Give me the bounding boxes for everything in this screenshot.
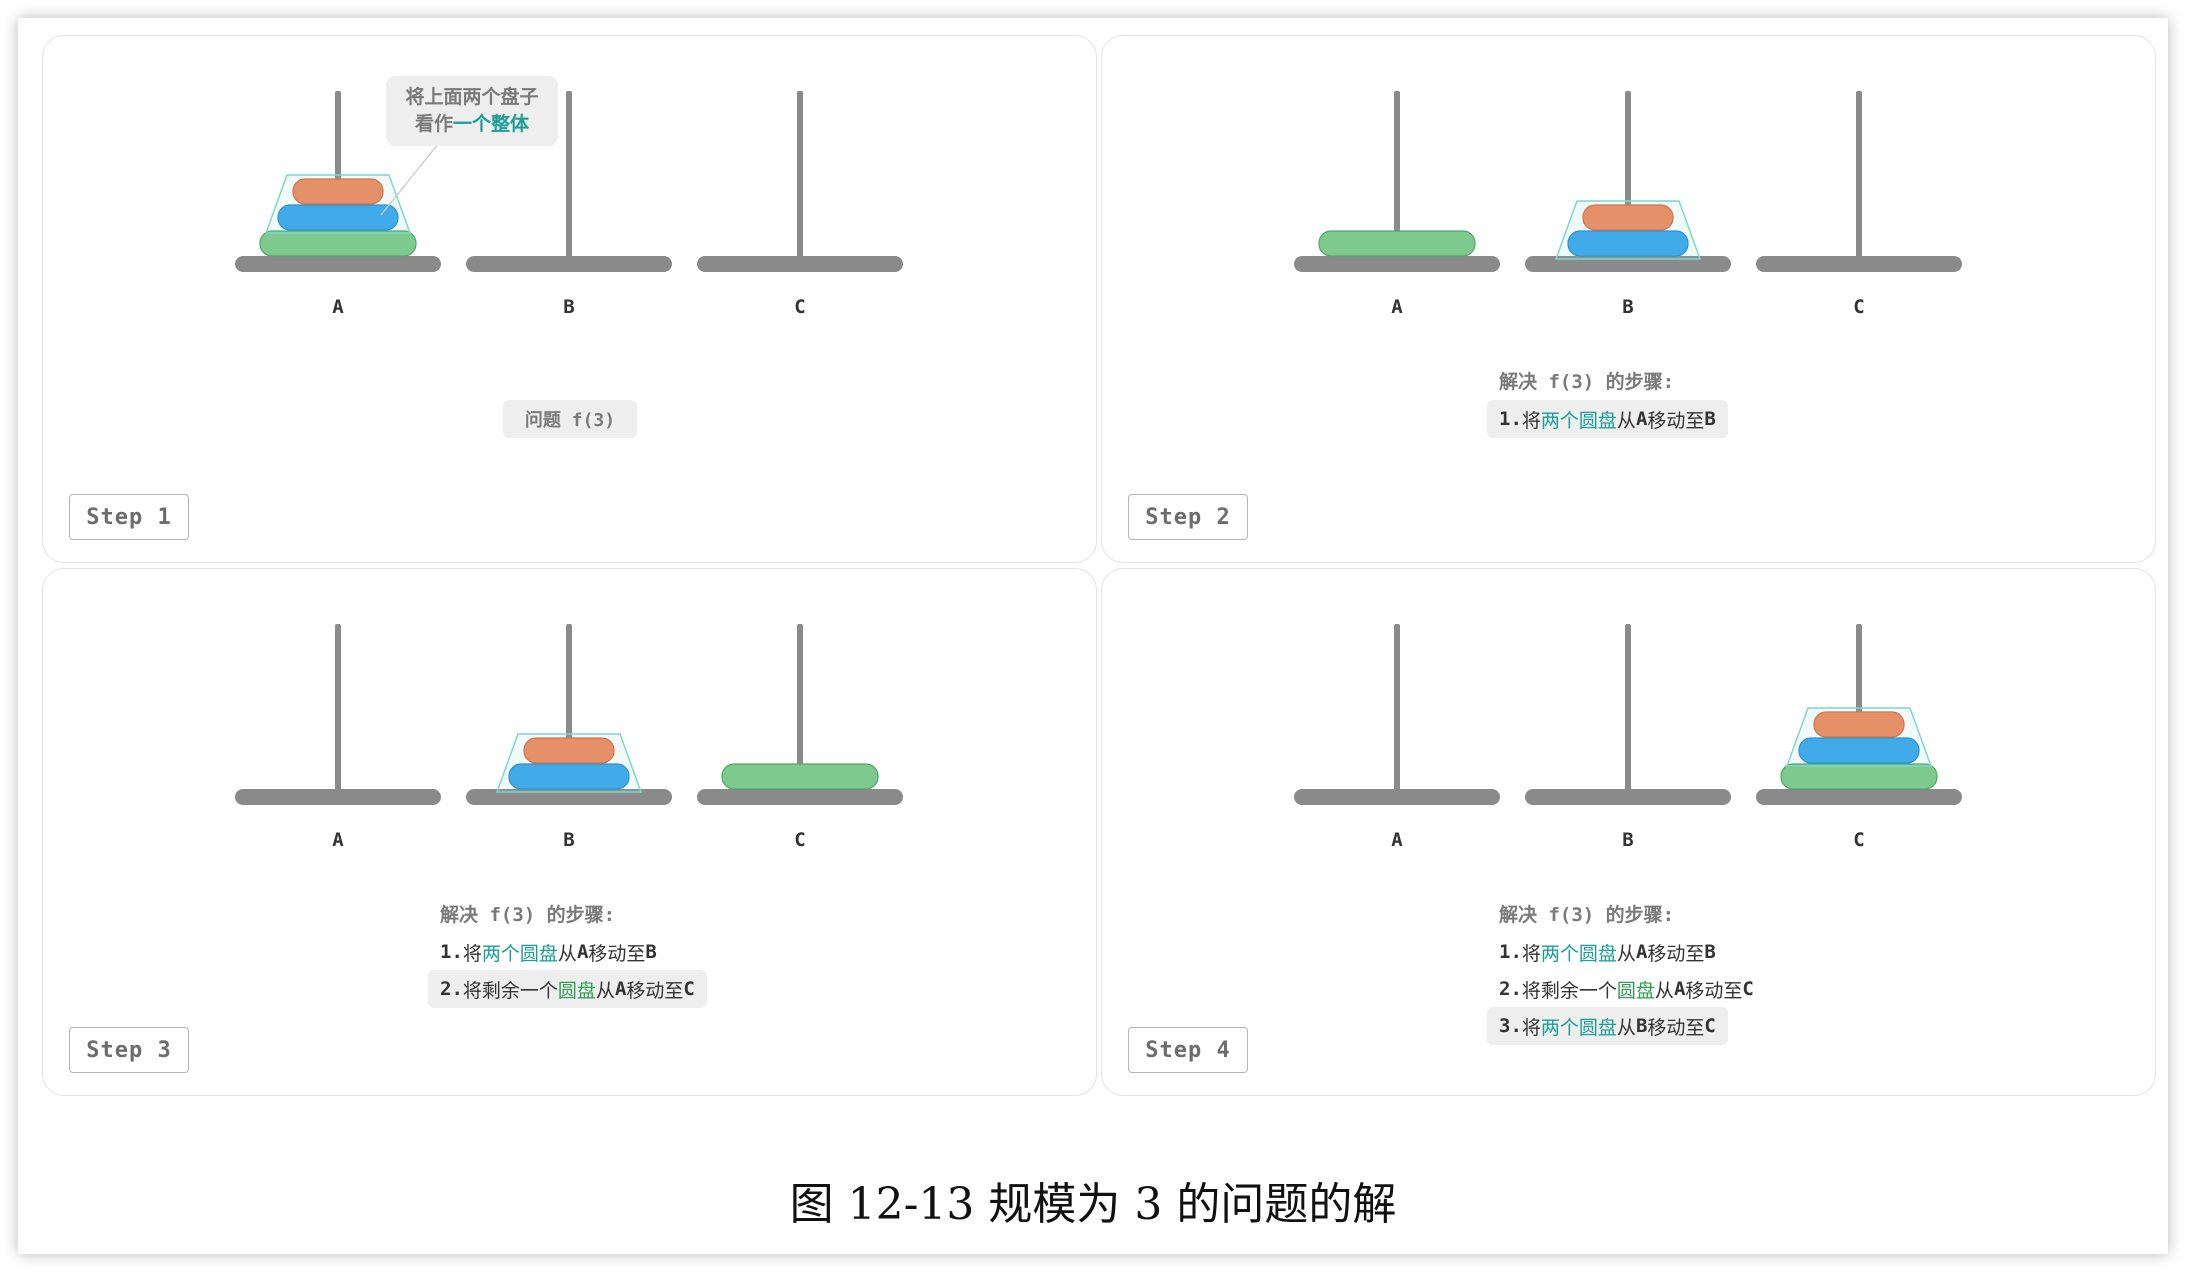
hanoi-stage: A B C (235, 91, 903, 318)
disk-large (721, 763, 879, 790)
group-outline (495, 733, 643, 793)
peg-base (697, 256, 903, 272)
disk-small (1582, 204, 1674, 231)
group-outline (1785, 707, 1933, 767)
hanoi-stage: A B C (1294, 624, 1962, 851)
hanoi-stage: A B C (1294, 91, 1962, 318)
peg-rod (797, 91, 803, 258)
callout-line-1: 将上面两个盘子 (405, 86, 539, 108)
peg-base (1756, 256, 1962, 272)
steps-title: 解决 f(3) 的步骤: (1499, 904, 1675, 926)
group-callout: 将上面两个盘子 看作一个整体 (386, 76, 558, 146)
peg-base (466, 789, 672, 805)
group-outline (1554, 200, 1702, 260)
peg-rod (335, 624, 341, 791)
step-1-button[interactable]: Step 1 (69, 494, 189, 540)
peg-label-a: A (1391, 829, 1403, 851)
hanoi-stage: A B C (235, 624, 903, 851)
step-panel-3: A B C 解决 f(3) 的步骤: 1. 将两个圆盘从 A 移动至 B 2. 将剩余… (42, 568, 1097, 1096)
peg-base (1294, 789, 1500, 805)
peg-rod (1394, 624, 1400, 791)
peg-label-c: C (1853, 829, 1864, 851)
peg-rod (1856, 91, 1862, 258)
disk-small (523, 737, 615, 764)
peg-rod (566, 91, 572, 258)
peg-label-a: A (1391, 296, 1403, 318)
step-panel-4: A B C 解决 f(3) 的步骤: 1. 将两个圆盘从 A 移动至 B 2. 将剩余… (1101, 568, 2156, 1096)
steps-title: 解决 f(3) 的步骤: (440, 904, 616, 926)
step-panel-2: A B C 解决 f(3) 的步骤: 1. 将两个圆盘从 A 移动至 B Step … (1101, 35, 2156, 563)
step-3-button[interactable]: Step 3 (69, 1027, 189, 1073)
peg-base (697, 789, 903, 805)
peg-label-c: C (1853, 296, 1864, 318)
peg-label-b: B (563, 296, 574, 318)
peg-base (235, 256, 441, 272)
peg-base (1525, 789, 1731, 805)
peg-rod (1625, 624, 1631, 791)
peg-rod (1394, 91, 1400, 258)
step-2-button[interactable]: Step 2 (1128, 494, 1248, 540)
peg-base (1294, 256, 1500, 272)
disk-medium (1567, 230, 1689, 257)
peg-base (466, 256, 672, 272)
callout-line-2: 看作一个整体 (414, 113, 530, 135)
figure-caption: 图 12-13 规模为 3 的问题的解 (789, 1179, 1397, 1230)
peg-label-a: A (332, 829, 344, 851)
step-row: 1. 将两个圆盘从 A 移动至 B (440, 941, 657, 965)
callout-highlight: 一个整体 (453, 113, 530, 135)
peg-label-a: A (332, 296, 344, 318)
figure-frame: A B C 将上面两个盘子 看作一个整体 问题 f(3) Step 1 A B C 解决… (18, 18, 2168, 1254)
step-panel-1: A B C 将上面两个盘子 看作一个整体 问题 f(3) Step 1 (42, 35, 1097, 563)
step-row: 3. 将两个圆盘从 B 移动至 C (1487, 1007, 1728, 1045)
disk-large (1318, 230, 1476, 257)
peg-label-c: C (794, 829, 805, 851)
disk-medium (1798, 737, 1920, 764)
disk-medium (508, 763, 630, 790)
disk-small (292, 178, 384, 205)
peg-label-b: B (1622, 296, 1633, 318)
step-row: 1. 将两个圆盘从 A 移动至 B (1487, 400, 1728, 438)
peg-base (1756, 789, 1962, 805)
peg-base (1525, 256, 1731, 272)
steps-title: 解决 f(3) 的步骤: (1499, 371, 1675, 393)
disk-small (1813, 711, 1905, 738)
step-row: 1. 将两个圆盘从 A 移动至 B (1499, 941, 1716, 965)
disk-large (1780, 763, 1938, 790)
peg-label-b: B (1622, 829, 1633, 851)
disk-large (259, 230, 417, 257)
peg-label-b: B (563, 829, 574, 851)
problem-label: 问题 f(3) (503, 400, 637, 438)
disk-medium (277, 204, 399, 231)
step-row: 2. 将剩余一个 圆盘从 A 移动至 C (1499, 978, 1754, 1002)
peg-label-c: C (794, 296, 805, 318)
group-outline (264, 174, 412, 234)
step-row: 2. 将剩余一个 圆盘从 A 移动至 C (428, 970, 707, 1008)
peg-base (235, 789, 441, 805)
step-4-button[interactable]: Step 4 (1128, 1027, 1248, 1073)
peg-rod (797, 624, 803, 791)
